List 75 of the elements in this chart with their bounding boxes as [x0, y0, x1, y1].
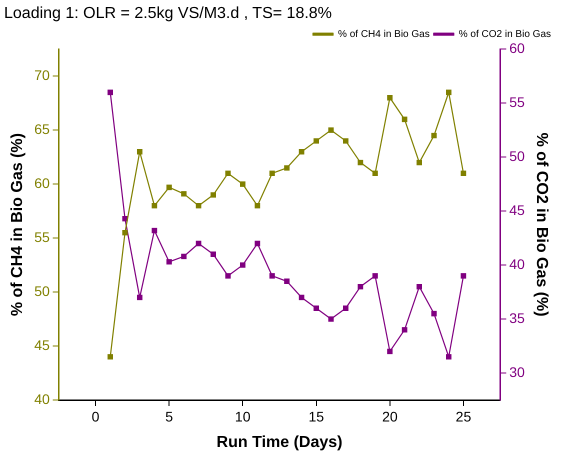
point — [108, 354, 113, 360]
point — [372, 170, 378, 176]
point — [314, 306, 320, 311]
point — [166, 184, 172, 190]
point — [328, 127, 334, 133]
point — [431, 132, 437, 138]
point — [342, 138, 348, 144]
point — [402, 327, 408, 333]
point — [152, 202, 158, 208]
point — [460, 170, 466, 176]
point — [152, 228, 158, 234]
point — [298, 149, 304, 154]
x-tick-label: 5 — [165, 408, 174, 424]
point — [460, 273, 466, 279]
point — [416, 284, 422, 290]
y2-tick-label: 40 — [509, 256, 526, 272]
point — [210, 192, 216, 198]
point — [446, 354, 452, 360]
y-tick-label: 60 — [34, 174, 50, 191]
x-tick-label: 10 — [234, 408, 251, 424]
point — [358, 160, 364, 166]
point — [431, 310, 437, 316]
y2-tick-label: 50 — [509, 148, 526, 164]
y2-axis-title: % of CO2 in Bio Gas (%) — [532, 132, 550, 317]
point — [108, 90, 113, 96]
point — [166, 259, 172, 265]
point — [372, 273, 378, 279]
point — [225, 170, 231, 176]
legend-label: % of CO2 in Bio Gas — [458, 28, 552, 40]
point — [402, 116, 408, 122]
point — [225, 273, 231, 279]
point — [269, 170, 275, 176]
point — [254, 240, 260, 246]
x-tick-label: 15 — [308, 408, 324, 424]
point — [136, 294, 142, 300]
x-tick-label: 0 — [92, 408, 100, 424]
point — [284, 278, 290, 284]
y-tick-label: 50 — [34, 282, 50, 299]
point — [387, 348, 393, 354]
y2-tick-label: 35 — [509, 310, 526, 326]
point — [254, 202, 260, 208]
x-tick-label: 20 — [382, 408, 398, 424]
point — [358, 284, 364, 290]
point — [196, 240, 202, 246]
point — [328, 316, 334, 322]
point — [269, 273, 275, 279]
y2-tick-label: 55 — [509, 94, 526, 110]
point — [210, 252, 216, 258]
point — [240, 181, 246, 187]
point — [284, 165, 290, 171]
point — [240, 262, 246, 268]
point — [181, 191, 187, 197]
x-axis-title: Run Time (Days) — [216, 434, 342, 451]
y-tick-label: 45 — [34, 336, 50, 353]
point — [196, 202, 202, 208]
y2-tick-label: 30 — [509, 364, 526, 380]
y-tick-label: 40 — [34, 390, 50, 407]
y-axis-title: % of CH4 in Bio Gas (%) — [9, 133, 26, 316]
point — [446, 90, 452, 96]
legend-label: % of CH4 in Bio Gas — [338, 28, 430, 40]
y-tick-label: 55 — [34, 228, 50, 245]
point — [416, 160, 422, 166]
y2-tick-label: 45 — [509, 202, 526, 218]
point — [387, 95, 393, 100]
point — [314, 138, 320, 144]
y2-tick-label: 60 — [509, 40, 526, 56]
y-tick-label: 70 — [34, 67, 50, 84]
point — [342, 306, 348, 311]
point — [298, 294, 304, 300]
x-tick-label: 25 — [456, 408, 472, 424]
chart-title: Loading 1: OLR = 2.5kg VS/M3.d , TS= 18.8% — [4, 5, 332, 22]
y-tick-label: 65 — [34, 121, 50, 138]
point — [122, 230, 128, 236]
point — [136, 149, 142, 154]
point — [181, 254, 187, 260]
